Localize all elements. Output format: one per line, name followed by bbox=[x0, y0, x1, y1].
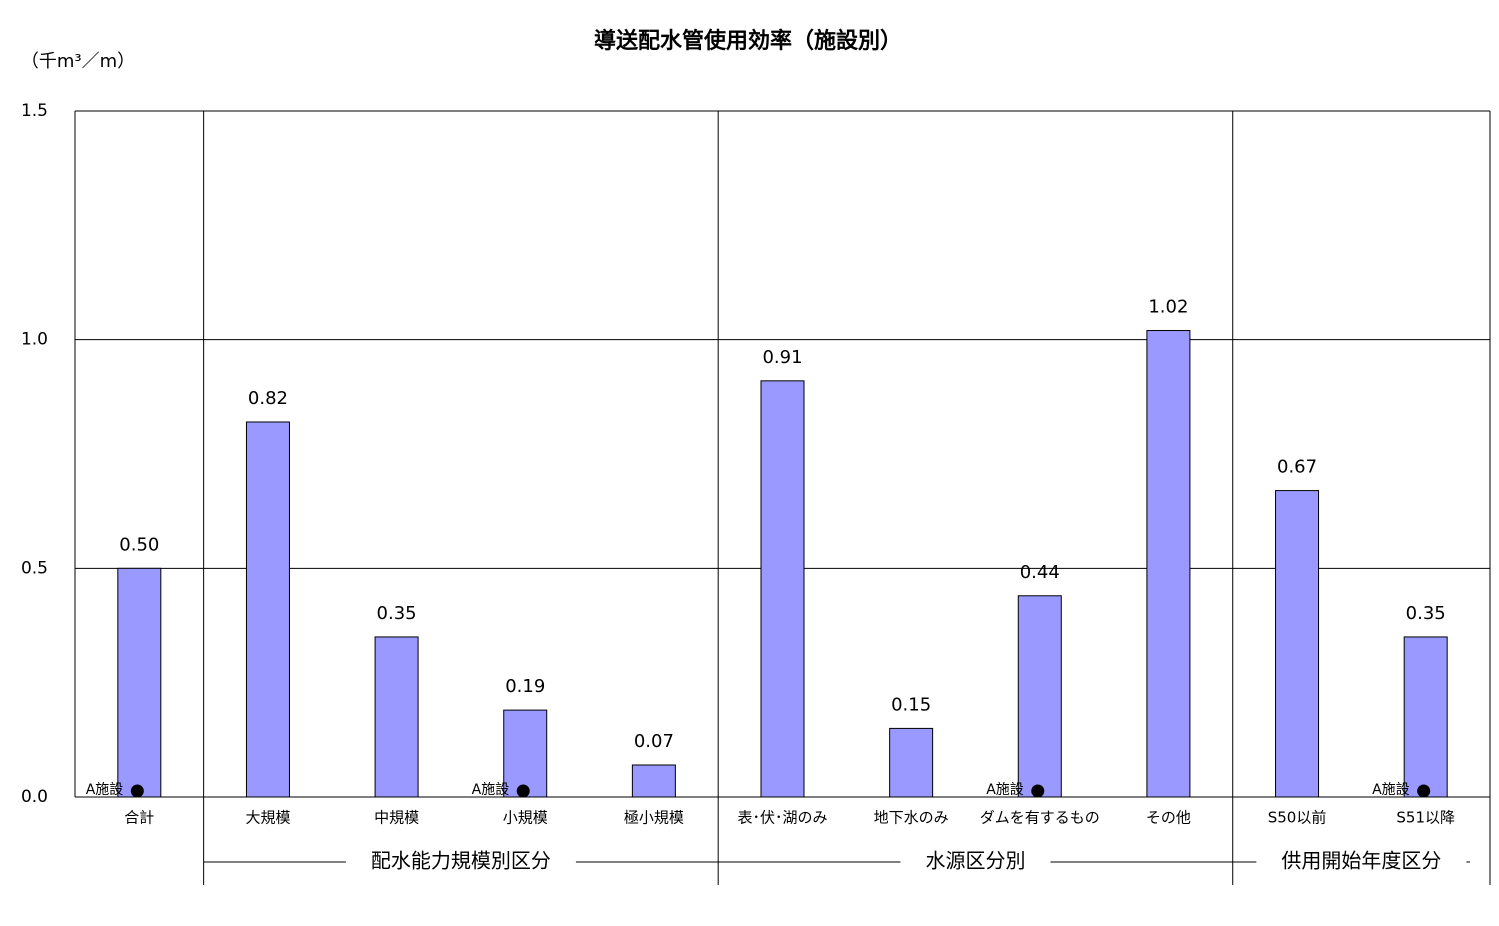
value-label: 0.67 bbox=[1277, 457, 1317, 478]
value-label: 0.35 bbox=[1406, 603, 1446, 624]
annotation-label: A施設 bbox=[472, 782, 510, 798]
y-tick-label: 1.5 bbox=[21, 101, 48, 121]
x-tick-label: S51以降 bbox=[1396, 809, 1455, 827]
group-label: 配水能力規模別区分 bbox=[371, 849, 551, 873]
y-tick-label: 0.0 bbox=[21, 787, 48, 807]
value-label: 0.50 bbox=[119, 534, 159, 555]
x-tick-label: 表･伏･湖のみ bbox=[737, 809, 827, 827]
bar bbox=[245, 421, 290, 798]
bar bbox=[1017, 595, 1062, 798]
value-label: 0.15 bbox=[891, 694, 931, 715]
annotation-dot bbox=[130, 784, 144, 798]
value-label: 0.35 bbox=[377, 603, 417, 624]
x-tick-label: その他 bbox=[1146, 809, 1191, 827]
annotation-dot bbox=[1031, 784, 1045, 798]
y-tick-label: 1.0 bbox=[21, 330, 48, 350]
x-tick-label: ダムを有するもの bbox=[980, 809, 1100, 827]
x-tick-label: 小規模 bbox=[503, 809, 548, 827]
value-label: 0.19 bbox=[505, 676, 545, 697]
group-label: 水源区分別 bbox=[925, 849, 1025, 873]
chart-title: 導送配水管使用効率（施設別） bbox=[594, 28, 902, 54]
group-label: 供用開始年度区分 bbox=[1281, 849, 1441, 873]
bar bbox=[503, 709, 548, 798]
x-tick-label: 大規模 bbox=[245, 809, 290, 827]
value-label: 0.91 bbox=[762, 347, 802, 368]
x-tick-label: 極小規模 bbox=[624, 809, 684, 827]
y-tick-label: 0.5 bbox=[21, 558, 48, 578]
annotation-label: A施設 bbox=[986, 782, 1024, 798]
annotation-dot bbox=[516, 784, 530, 798]
bar bbox=[1403, 636, 1448, 798]
bar bbox=[760, 380, 805, 798]
value-label: 0.07 bbox=[634, 731, 674, 752]
x-tick-label: 中規模 bbox=[374, 809, 419, 827]
value-label: 0.44 bbox=[1020, 562, 1060, 583]
bar bbox=[1275, 490, 1320, 798]
bar bbox=[117, 567, 162, 798]
annotation-label: A施設 bbox=[86, 782, 124, 798]
value-label: 1.02 bbox=[1148, 297, 1188, 318]
bar bbox=[374, 636, 419, 798]
x-tick-label: S50以前 bbox=[1268, 809, 1327, 827]
bar bbox=[889, 727, 934, 798]
x-tick-label: 合計 bbox=[124, 809, 154, 827]
bar bbox=[631, 764, 676, 798]
bar bbox=[1146, 330, 1191, 798]
x-tick-label: 地下水のみ bbox=[874, 809, 949, 827]
annotation-label: A施設 bbox=[1372, 782, 1410, 798]
value-label: 0.82 bbox=[248, 388, 288, 409]
y-axis-label: （千m³／m） bbox=[21, 51, 135, 72]
annotation-dot bbox=[1417, 784, 1431, 798]
